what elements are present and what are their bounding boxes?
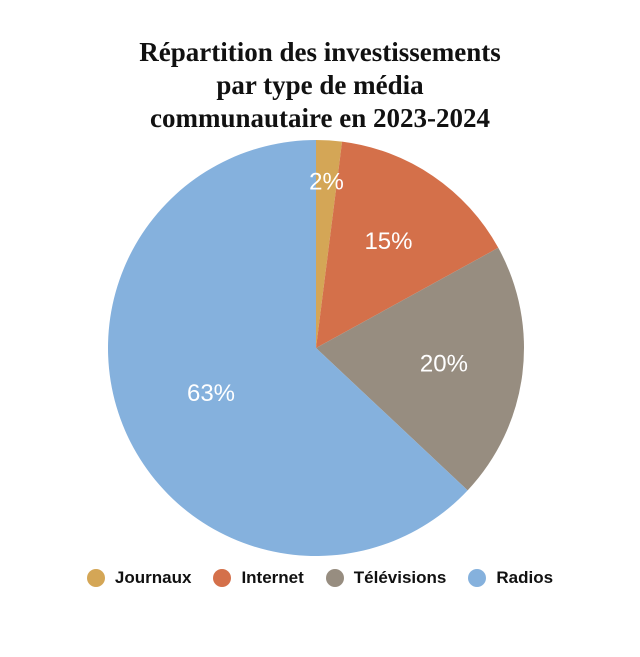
chart-title-line-3: communautaire en 2023-2024 (150, 103, 490, 133)
legend-item-internet: Internet (213, 568, 304, 588)
legend-item-journaux: Journaux (86, 568, 192, 588)
legend-label-televisions: Télévisions (353, 568, 447, 587)
legend-swatch-internet (213, 569, 232, 587)
legend-swatch-radios (468, 569, 487, 587)
chart-title-line-1: Répartition des investissements (139, 37, 501, 67)
legend-label-radios: Radios (496, 568, 554, 587)
chart-title: Répartition des investissements par type… (0, 36, 640, 135)
legend-label-journaux: Journaux (114, 568, 192, 587)
legend: Journaux Internet Télévisions Radios (0, 568, 640, 588)
pie-slice-televisions (316, 247, 524, 491)
slice-label-journaux: 2% (309, 168, 344, 195)
pie-slice-journaux (316, 140, 343, 348)
pie-slice-internet (316, 141, 499, 348)
slice-label-televisions: 20% (420, 351, 468, 378)
legend-label-internet: Internet (241, 568, 304, 587)
slice-label-internet: 15% (364, 228, 412, 255)
pie-slice-radios (108, 140, 468, 556)
slice-label-radios: 63% (187, 380, 235, 407)
legend-swatch-televisions (325, 569, 344, 587)
legend-swatch-journaux (86, 569, 105, 587)
legend-item-televisions: Télévisions (325, 568, 447, 588)
chart-title-line-2: par type de média (216, 70, 424, 100)
legend-item-radios: Radios (468, 568, 553, 588)
